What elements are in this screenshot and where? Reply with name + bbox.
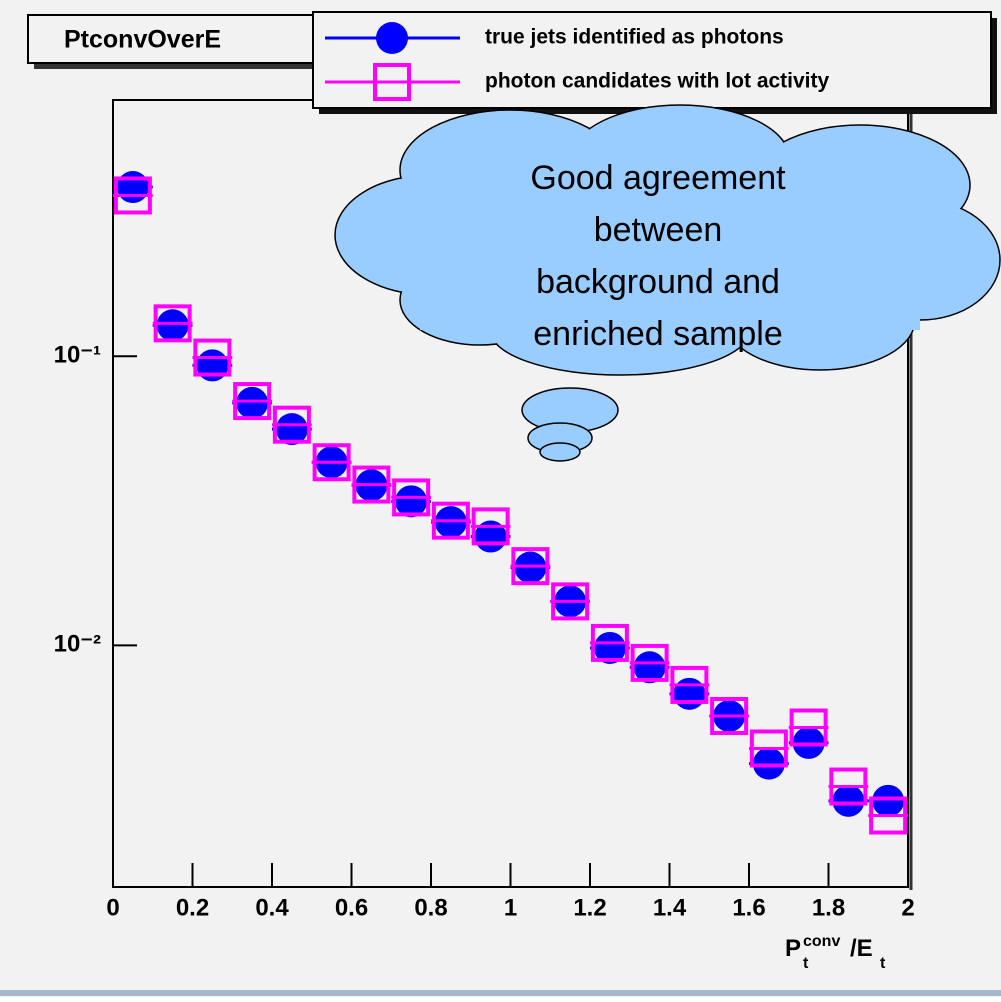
legend-marker <box>376 22 408 54</box>
marker-circle <box>872 785 904 817</box>
x-tick-label: 1.6 <box>732 894 765 921</box>
x-axis-label-part: /E <box>850 935 873 962</box>
annotation-line: between <box>594 211 723 249</box>
x-axis-label-part: conv <box>803 933 840 950</box>
chart-title: PtconvOverE <box>64 26 221 54</box>
marker-circle <box>236 387 268 419</box>
legend: true jets identified as photons photon ca… <box>313 12 997 114</box>
annotation-line: Good agreement <box>530 159 786 197</box>
x-tick-label: 1 <box>504 894 517 921</box>
x-tick-label: 1.2 <box>573 894 606 921</box>
title-box: PtconvOverE <box>28 15 346 69</box>
y-tick-label: 10⁻² <box>54 631 101 658</box>
x-tick-label: 0.6 <box>335 894 368 921</box>
x-tick-label: 0.8 <box>414 894 447 921</box>
x-tick-label: 1.4 <box>653 894 687 921</box>
x-tick-label: 0 <box>106 894 119 921</box>
x-tick-label: 1.8 <box>812 894 845 921</box>
x-tick-label: 0.4 <box>255 894 289 921</box>
marker-circle <box>196 349 228 381</box>
x-tick-label: 0.2 <box>176 894 209 921</box>
chart: 00.20.40.60.811.21.41.61.8210⁻¹10⁻²Ptcon… <box>0 0 1001 997</box>
legend-label: true jets identified as photons <box>485 26 784 49</box>
x-axis-label-part: t <box>803 955 809 972</box>
legend-label: photon candidates with lot activity <box>485 70 830 93</box>
x-axis-label-part: P <box>785 935 801 962</box>
annotation-line: enriched sample <box>533 315 782 353</box>
marker-circle <box>157 309 189 341</box>
marker-circle <box>673 678 705 710</box>
annotation-line: background and <box>536 263 780 301</box>
marker-circle <box>117 171 149 203</box>
marker-circle <box>832 785 864 817</box>
x-tick-label: 2 <box>901 894 914 921</box>
y-tick-label: 10⁻¹ <box>54 342 101 369</box>
x-axis-label-part: t <box>880 955 886 972</box>
